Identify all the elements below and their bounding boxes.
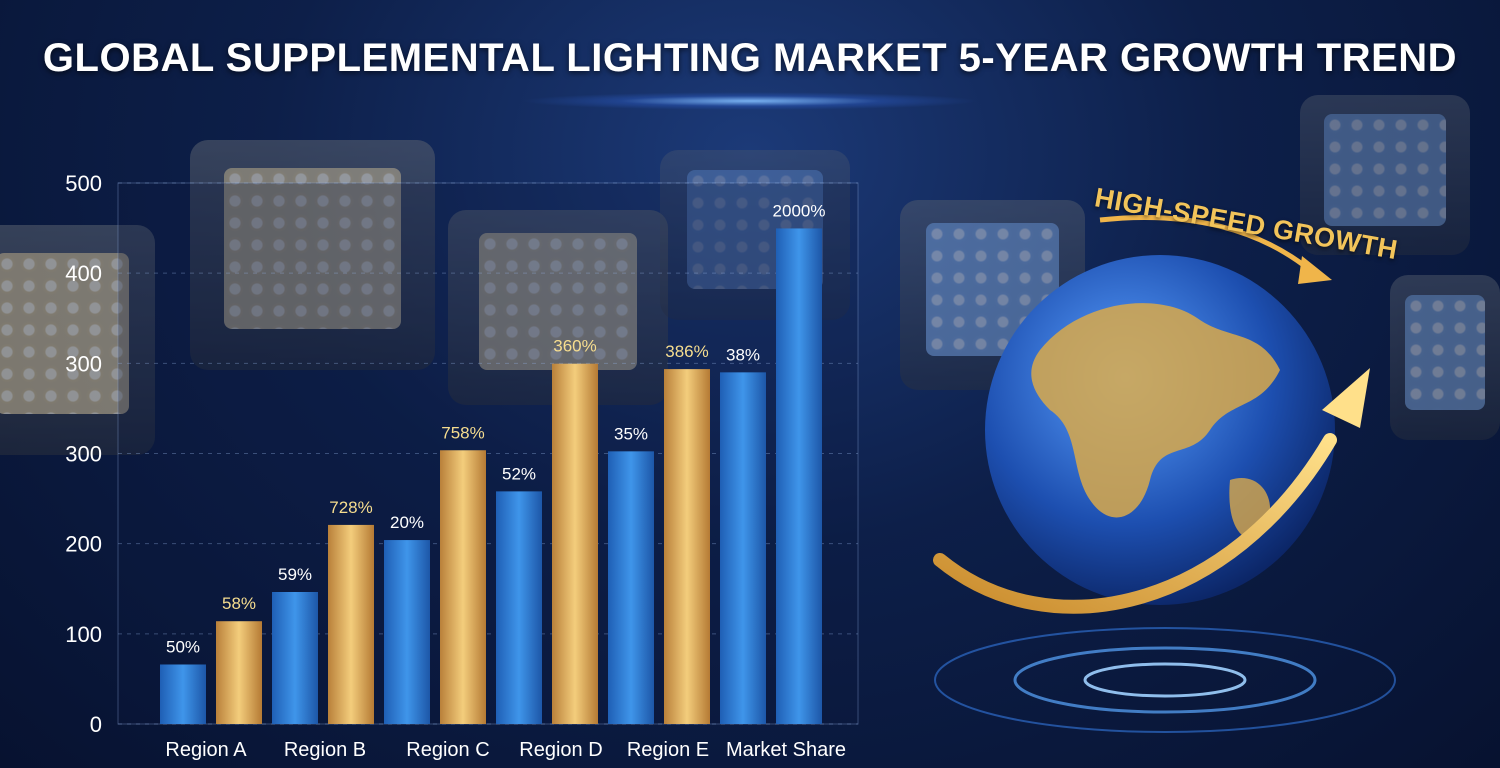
bar-5 — [384, 540, 430, 724]
data-label: 758% — [441, 423, 484, 442]
bar-3 — [272, 591, 318, 724]
globe-illustration — [933, 214, 1396, 733]
chart-title: GLOBAL SUPPLEMENTAL LIGHTING MARKET 5-YE… — [42, 36, 1458, 80]
lamp-image — [448, 210, 668, 405]
bar-9 — [608, 451, 654, 724]
bar-6 — [440, 450, 486, 724]
lamp-image — [1300, 95, 1470, 255]
bar-12 — [776, 228, 822, 724]
data-label: 58% — [222, 594, 256, 613]
bar-11 — [720, 372, 766, 724]
bar-7 — [496, 491, 542, 724]
y-tick-label: 100 — [65, 622, 102, 647]
y-tick-label: 200 — [65, 532, 102, 557]
x-category-label: Region C — [406, 739, 489, 761]
data-label: 2000% — [773, 201, 826, 220]
data-label: 38% — [726, 345, 760, 364]
data-label: 20% — [390, 513, 424, 532]
data-label: 35% — [614, 424, 648, 443]
arrow-up-icon — [1322, 368, 1370, 428]
bar-1 — [160, 664, 206, 724]
x-category-label: Region A — [165, 739, 247, 761]
data-label: 50% — [166, 637, 200, 656]
bar-10 — [664, 369, 710, 724]
bar-4 — [328, 524, 374, 724]
title-glow — [520, 92, 980, 110]
bar-2 — [216, 621, 262, 724]
lamp-image — [1390, 275, 1500, 440]
x-category-label: Region E — [627, 739, 709, 761]
data-label: 386% — [665, 342, 708, 361]
lamp-image — [190, 140, 435, 370]
bar-8 — [552, 363, 598, 724]
x-category-label: Region D — [519, 739, 602, 761]
data-label: 52% — [502, 464, 536, 483]
y-tick-label: 0 — [90, 712, 102, 737]
x-category-label: Market Share — [726, 739, 846, 761]
y-tick-label: 300 — [65, 442, 102, 467]
data-label: 360% — [553, 337, 596, 356]
y-tick-label: 500 — [65, 171, 102, 196]
data-label: 728% — [329, 498, 372, 517]
x-category-label: Region B — [284, 739, 366, 761]
y-tick-label: 400 — [65, 261, 102, 286]
lamp-image — [0, 225, 155, 455]
y-tick-label: 300 — [65, 351, 102, 376]
data-label: 59% — [278, 565, 312, 584]
